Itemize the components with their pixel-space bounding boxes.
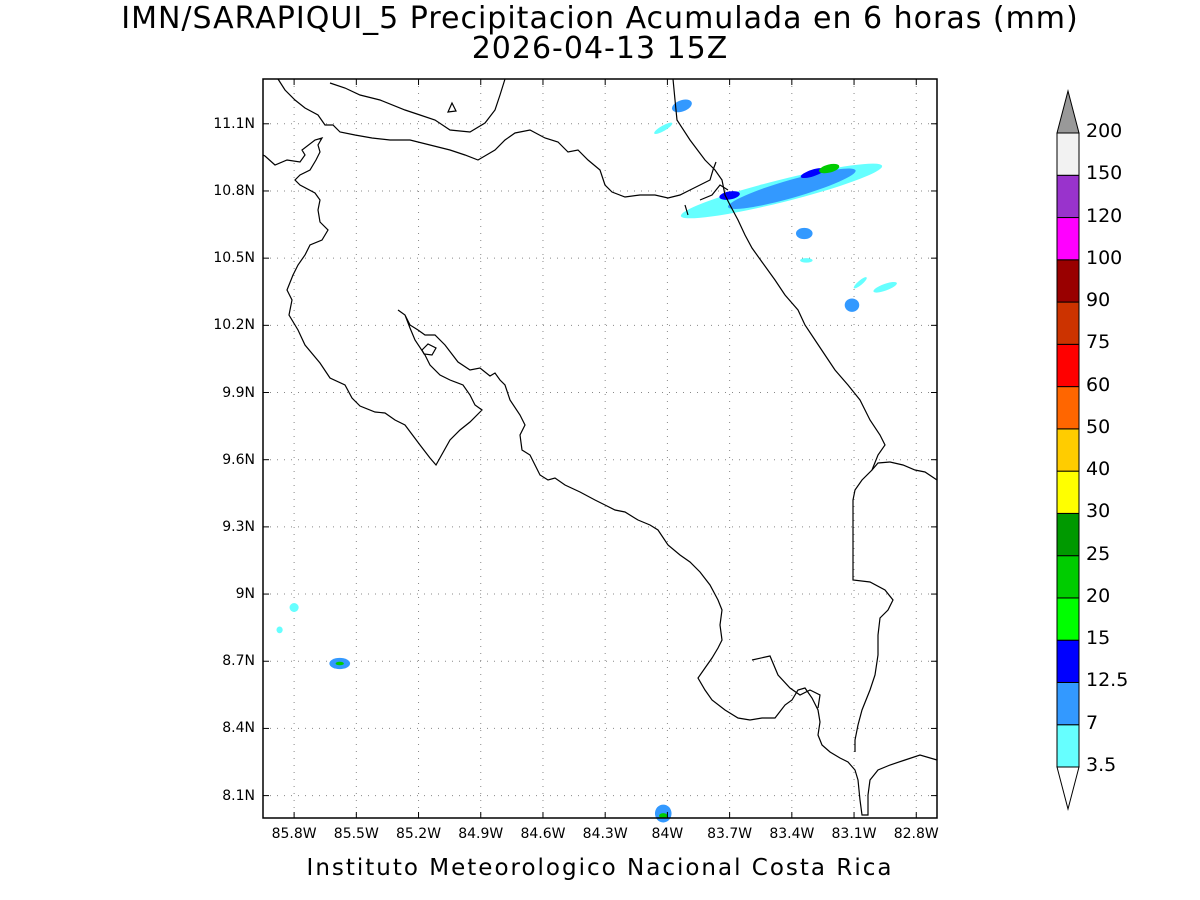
colorbar-segment-150 — [1056, 132, 1080, 176]
osa-peninsula-inlet — [751, 655, 821, 709]
precip-area-3-5 — [276, 626, 283, 634]
colorbar-segment-50 — [1056, 386, 1080, 430]
colorbar-label: 3.5 — [1086, 754, 1117, 776]
precip-area-7 — [844, 298, 860, 312]
colorbar — [1056, 89, 1080, 811]
caribbean-coastline-costa-rica — [672, 78, 894, 752]
precipitation-shading — [276, 99, 897, 823]
colorbar-label: 40 — [1086, 458, 1111, 481]
lat-tick-label: 8.1N — [222, 787, 255, 804]
colorbar-label: 30 — [1086, 500, 1111, 523]
lat-tick-label: 9N — [235, 586, 255, 603]
colorbar-segment-90 — [1056, 259, 1080, 303]
lat-tick-label: 11.1N — [213, 115, 255, 132]
colorbar-segment-3-5 — [1056, 724, 1080, 768]
lon-tick-label: 83.1W — [831, 826, 877, 842]
colorbar-segment-15 — [1056, 597, 1080, 641]
precip-area-3-5 — [289, 603, 299, 612]
colorbar-segment-100 — [1056, 217, 1080, 261]
colorbar-lower-arrow — [1056, 766, 1080, 811]
river-san-juan-small — [447, 101, 457, 113]
border-costa-rica-caribbean-junction — [684, 184, 729, 216]
lon-tick-label: 83.4W — [769, 826, 815, 842]
colorbar-segment-20 — [1056, 555, 1080, 599]
precip-area-3-5 — [800, 258, 813, 263]
colorbar-label: 7 — [1086, 711, 1099, 734]
lat-tick-label: 9.6N — [222, 451, 255, 468]
precip-area-20 — [659, 813, 668, 819]
lon-tick-label: 84.6W — [520, 826, 566, 842]
colorbar-segment-75 — [1056, 301, 1080, 345]
lat-tick-label: 9.9N — [222, 384, 255, 401]
map-subtitle: 2026-04-13 15Z — [471, 31, 729, 66]
colorbar-segment-30 — [1056, 470, 1080, 514]
lon-tick-label: 84W — [651, 826, 684, 842]
precip-area-7 — [795, 227, 813, 240]
lat-tick-label: 10.2N — [213, 317, 255, 334]
colorbar-label: 50 — [1086, 415, 1111, 438]
map-frame-border — [262, 78, 938, 819]
precip-area-3-5 — [853, 277, 867, 289]
lat-tick-label: 8.4N — [222, 720, 255, 737]
colorbar-label: 12.5 — [1086, 669, 1129, 692]
lat-tick-label: 8.7N — [222, 653, 255, 670]
colorbar-label: 60 — [1086, 373, 1111, 396]
map-frame-background — [263, 79, 937, 818]
pacific-coastline — [262, 137, 938, 816]
colorbar-label: 25 — [1086, 542, 1111, 565]
colorbar-label: 20 — [1086, 584, 1111, 607]
lon-tick-label: 83.7W — [707, 826, 753, 842]
lat-tick-label: 9.3N — [222, 518, 255, 535]
colorbar-label: 75 — [1086, 331, 1111, 354]
precip-area-3-5 — [873, 281, 897, 293]
colorbar-label: 150 — [1086, 162, 1123, 185]
colorbar-segment-25 — [1056, 512, 1080, 557]
colorbar-upper-arrow — [1056, 89, 1080, 134]
colorbar-label: 15 — [1086, 627, 1111, 650]
caribbean-coastline-north — [329, 78, 506, 133]
lat-tick-label: 10.8N — [213, 182, 255, 199]
map-title: IMN/SARAPIQUI_5 Precipitacion Acumulada … — [121, 1, 1079, 36]
precip-area-3-5 — [654, 122, 673, 134]
colorbar-label: 200 — [1086, 120, 1123, 142]
colorbar-segment-120 — [1056, 174, 1080, 219]
lon-tick-label: 85.2W — [396, 826, 442, 842]
graticule-grid — [263, 79, 937, 818]
precip-area-20 — [335, 661, 344, 666]
lon-tick-label: 85.8W — [271, 826, 317, 842]
precip-area-12-5 — [800, 168, 825, 179]
colorbar-segment-7 — [1056, 681, 1080, 726]
precip-area-20 — [819, 163, 840, 174]
nicaragua-border — [277, 78, 717, 199]
nicoya-island — [421, 343, 437, 356]
lat-tick-label: 10.5N — [213, 250, 255, 267]
lon-tick-label: 84.9W — [458, 826, 504, 842]
colorbar-segment-60 — [1056, 343, 1080, 388]
colorbar-segment-12-5 — [1056, 639, 1080, 683]
axis-ticks — [263, 79, 937, 818]
colorbar-label: 100 — [1086, 246, 1123, 269]
lon-tick-label: 84.3W — [582, 826, 628, 842]
colorbar-label: 90 — [1086, 289, 1111, 312]
precip-area-7 — [727, 168, 856, 209]
lon-tick-label: 85.5W — [333, 826, 379, 842]
footer-credit: Instituto Meteorologico Nacional Costa R… — [306, 855, 894, 881]
coastline-border-lines — [262, 78, 938, 816]
colorbar-label: 120 — [1086, 204, 1123, 227]
precip-area-7 — [671, 99, 692, 113]
panama-border-segment — [871, 461, 938, 481]
lon-tick-label: 82.8W — [893, 826, 939, 842]
colorbar-segment-40 — [1056, 428, 1080, 472]
